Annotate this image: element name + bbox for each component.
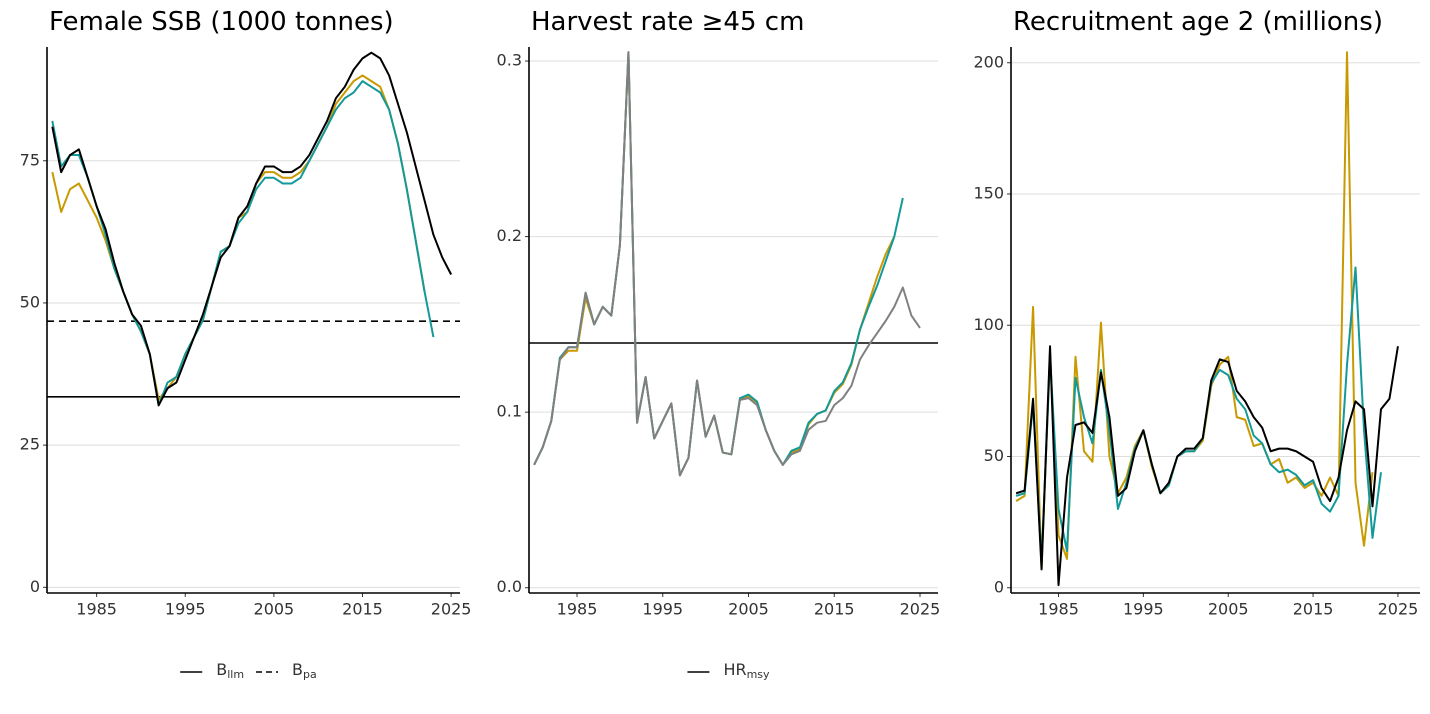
x-tick-label: 1985: [76, 600, 117, 619]
legend-label-sub: llm: [227, 668, 244, 681]
y-tick-label: 0: [30, 577, 40, 596]
x-tick-label: 2015: [1293, 600, 1334, 619]
series-line: [51, 51, 453, 407]
series-line: [1015, 345, 1399, 587]
y-tick-label: 0.3: [497, 51, 522, 70]
legend-label: Bpa: [292, 660, 317, 682]
series-line: [533, 51, 921, 477]
legend: HRmsy: [687, 660, 770, 682]
legend-label-sub: msy: [747, 668, 770, 681]
y-tick-label: 75: [20, 150, 40, 169]
legend-label-sub: pa: [303, 668, 317, 681]
y-tick-label: 0.0: [497, 577, 522, 596]
y-tick-label: 200: [973, 52, 1004, 71]
x-tick-label: 1995: [642, 600, 683, 619]
x-tick-label: 2015: [814, 600, 855, 619]
x-tick-label: 2005: [1208, 600, 1249, 619]
y-tick-label: 100: [973, 315, 1004, 334]
x-tick-label: 2025: [1378, 600, 1419, 619]
chart-title: Recruitment age 2 (millions): [1013, 7, 1383, 37]
x-tick-label: 1985: [557, 600, 598, 619]
y-tick-label: 50: [20, 292, 40, 311]
legend-label-main: HR: [723, 660, 746, 679]
chart-title: Harvest rate ≥45 cm: [531, 7, 804, 37]
legend-label: Bllm: [216, 660, 244, 682]
chart-title: Female SSB (1000 tonnes): [49, 7, 394, 37]
legend: Bllm Bpa: [180, 660, 317, 682]
series-line: [1015, 266, 1382, 563]
series-line: [51, 80, 435, 407]
x-tick-label: 2015: [342, 600, 383, 619]
x-tick-label: 1995: [165, 600, 206, 619]
x-tick-label: 2005: [728, 600, 769, 619]
legend-label-main: B: [216, 660, 227, 679]
x-tick-label: 2025: [900, 600, 941, 619]
y-tick-label: 150: [973, 184, 1004, 203]
x-tick-label: 1995: [1123, 600, 1164, 619]
x-tick-label: 2025: [431, 600, 472, 619]
legend-label: HRmsy: [723, 660, 770, 682]
y-tick-label: 50: [984, 446, 1004, 465]
legend-label-main: B: [292, 660, 303, 679]
x-tick-label: 2005: [254, 600, 295, 619]
y-tick-label: 0: [994, 577, 1004, 596]
x-tick-label: 1985: [1038, 600, 1079, 619]
y-tick-label: 0.2: [497, 226, 522, 245]
y-tick-label: 25: [20, 435, 40, 454]
y-tick-label: 0.1: [497, 402, 522, 421]
